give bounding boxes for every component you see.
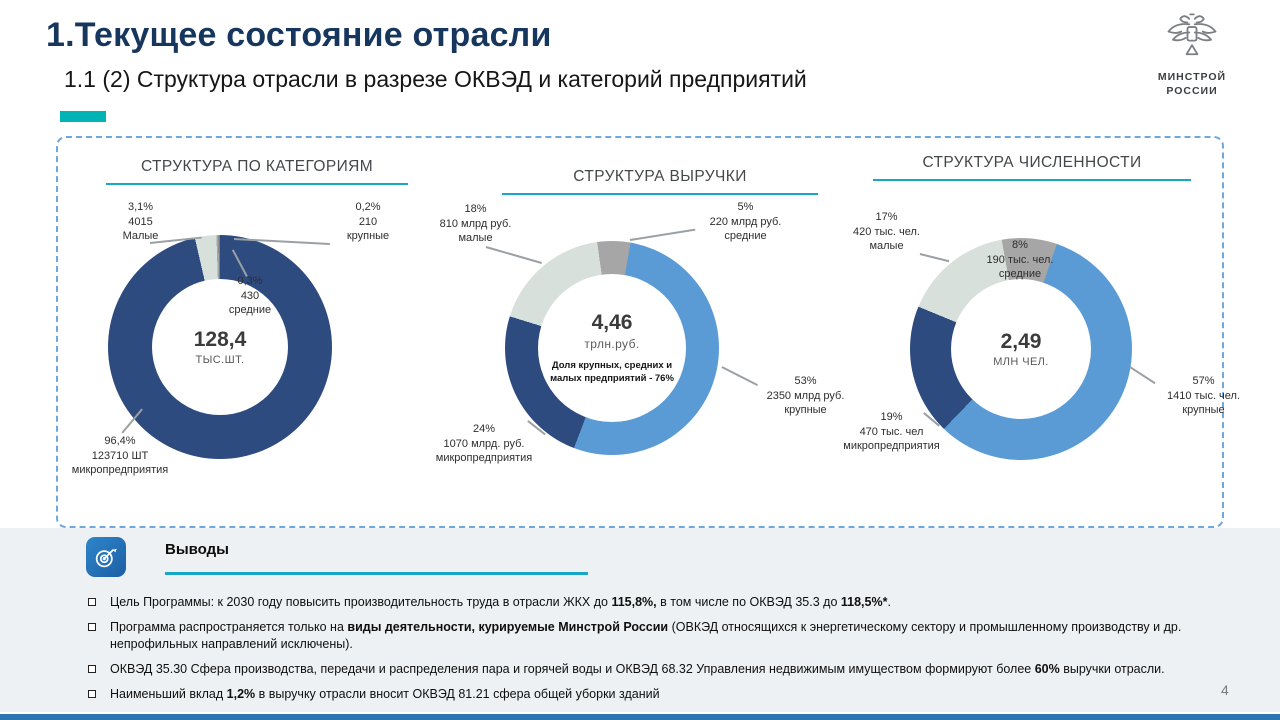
chart1-label-mikro: 96,4% 123710 ШТ микропредприятия xyxy=(71,435,169,477)
chart2-center-unit: трлн.руб. xyxy=(584,337,640,352)
chart3-center-value: 2,49 xyxy=(1000,330,1042,353)
chart3-label-krupnye: 57% 1410 тыс. чел. крупные xyxy=(1166,375,1241,417)
conclusion-text: Цель Программы: к 2030 году повысить про… xyxy=(110,595,891,609)
chart3-heading: СТРУКТУРА ЧИСЛЕННОСТИ xyxy=(873,154,1191,181)
chart3-center-unit: МЛН ЧЕЛ. xyxy=(993,356,1049,368)
conclusion-text: Наименьший вклад 1,2% в выручку отрасли … xyxy=(110,686,660,701)
chart2-center-value: 4,46 xyxy=(591,311,633,335)
conclusion-item: Наименьший вклад 1,2% в выручку отрасли … xyxy=(88,686,1218,703)
connector-line xyxy=(919,253,950,262)
minstroy-emblem-icon xyxy=(1144,8,1240,71)
bullet-square-icon xyxy=(88,664,96,673)
connector-line xyxy=(721,366,758,386)
connector-line xyxy=(1129,366,1156,384)
page-subtitle: 1.1 (2) Структура отрасли в разрезе ОКВЭ… xyxy=(64,66,807,92)
chart1-center: 128,4 ТЫС.ШТ. xyxy=(152,279,288,415)
bullet-square-icon xyxy=(88,598,96,606)
target-icon xyxy=(86,537,126,577)
chart1-center-unit: ТЫС.ШТ. xyxy=(195,354,245,366)
logo-text-line1: МИНСТРОЙ xyxy=(1157,71,1227,83)
chart2-label-srednie: 5% 220 млрд руб. средние xyxy=(709,201,782,243)
chart3-donut: 2,49 МЛН ЧЕЛ. xyxy=(910,238,1132,460)
chart1-label-malye: 3,1% 4015 Малые xyxy=(122,201,159,243)
conclusion-text: Программа распространяется только на вид… xyxy=(110,619,1182,651)
charts-panel: СТРУКТУРА ПО КАТЕГОРИЯМ 128,4 ТЫС.ШТ. 3,… xyxy=(56,136,1240,528)
chart2-label-mikro: 24% 1070 млрд. руб. микропредприятия xyxy=(435,423,533,465)
chart3-label-malye: 17% 420 тыс. чел. малые xyxy=(853,211,920,253)
chart1-donut: 128,4 ТЫС.ШТ. xyxy=(108,235,332,459)
conclusion-item: Программа распространяется только на вид… xyxy=(88,619,1218,653)
bullet-square-icon xyxy=(88,689,96,698)
chart2-donut: 4,46 трлн.руб. Доля крупных, средних и м… xyxy=(505,241,719,455)
chart1-label-srednie: 0,3% 430 средние xyxy=(228,275,272,317)
conclusions-list: Цель Программы: к 2030 году повысить про… xyxy=(88,594,1218,710)
conclusions-underline xyxy=(165,572,588,575)
title-accent-bar xyxy=(60,111,106,122)
chart2-label-krupnye: 53% 2350 млрд руб. крупные xyxy=(766,375,845,417)
connector-line xyxy=(485,246,542,264)
conclusions-section: Выводы Цель Программы: к 2030 году повыс… xyxy=(0,528,1280,712)
page-title: 1.Текущее состояние отрасли xyxy=(46,16,552,54)
bottom-accent-bar xyxy=(0,714,1280,720)
chart3-center: 2,49 МЛН ЧЕЛ. xyxy=(951,279,1091,419)
chart3-label-srednie: 8% 190 тыс. чел. средние xyxy=(986,239,1054,281)
conclusion-item: Цель Программы: к 2030 году повысить про… xyxy=(88,594,1218,611)
conclusion-text: ОКВЭД 35.30 Сфера производства, передачи… xyxy=(110,661,1165,676)
chart1-heading: СТРУКТУРА ПО КАТЕГОРИЯМ xyxy=(106,158,408,185)
logo-text-line2: РОССИИ xyxy=(1166,84,1218,97)
chart2-center-note: Доля крупных, средних и малых предприяти… xyxy=(550,360,674,384)
minstroy-logo: МИНСТРОЙ РОССИИ xyxy=(1144,8,1240,98)
chart1-center-value: 128,4 xyxy=(193,328,247,351)
chart2-label-malye: 18% 810 млрд руб. малые xyxy=(439,203,512,245)
page-number: 4 xyxy=(1221,682,1229,698)
chart1-label-krupnye: 0,2% 210 крупные xyxy=(346,201,390,243)
connector-line xyxy=(629,228,696,241)
chart3-label-mikro: 19% 470 тыс. чел микропредприятия xyxy=(843,411,940,453)
conclusions-heading: Выводы xyxy=(165,541,229,558)
bullet-square-icon xyxy=(88,622,96,631)
chart2-heading: СТРУКТУРА ВЫРУЧКИ xyxy=(502,168,818,195)
chart2-center: 4,46 трлн.руб. Доля крупных, средних и м… xyxy=(538,274,686,422)
conclusion-item: ОКВЭД 35.30 Сфера производства, передачи… xyxy=(88,661,1218,678)
